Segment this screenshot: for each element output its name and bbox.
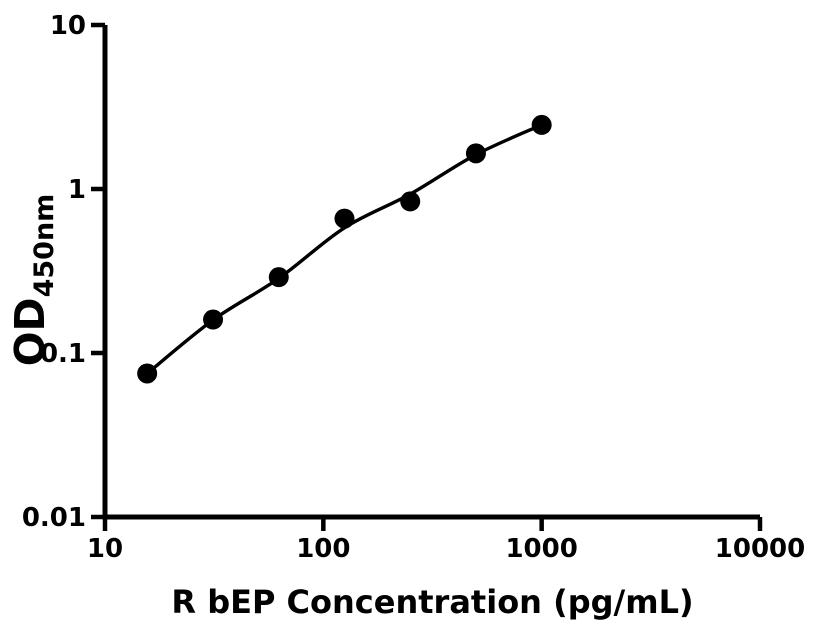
fit-curve-line: [146, 123, 543, 375]
y-tick-label: 10: [50, 11, 86, 41]
y-axis-title: OD450nm: [6, 194, 60, 367]
y-tick-label: 1: [68, 175, 86, 205]
data-point-marker: [334, 208, 355, 229]
y-axis-title-subscript: 450nm: [29, 194, 60, 298]
y-tick-label: 0.01: [22, 503, 86, 533]
x-tick-label: 100: [296, 534, 350, 564]
axis-spine: [102, 25, 760, 520]
x-axis-title: R bEP Concentration (pg/mL): [171, 583, 693, 621]
y-axis-title-main: OD: [6, 297, 54, 366]
x-tick-label: 10: [87, 534, 123, 564]
y-tick-label: 0.1: [40, 339, 86, 369]
x-tick-label: 1000: [505, 534, 577, 564]
x-tick-label: 10000: [715, 534, 805, 564]
